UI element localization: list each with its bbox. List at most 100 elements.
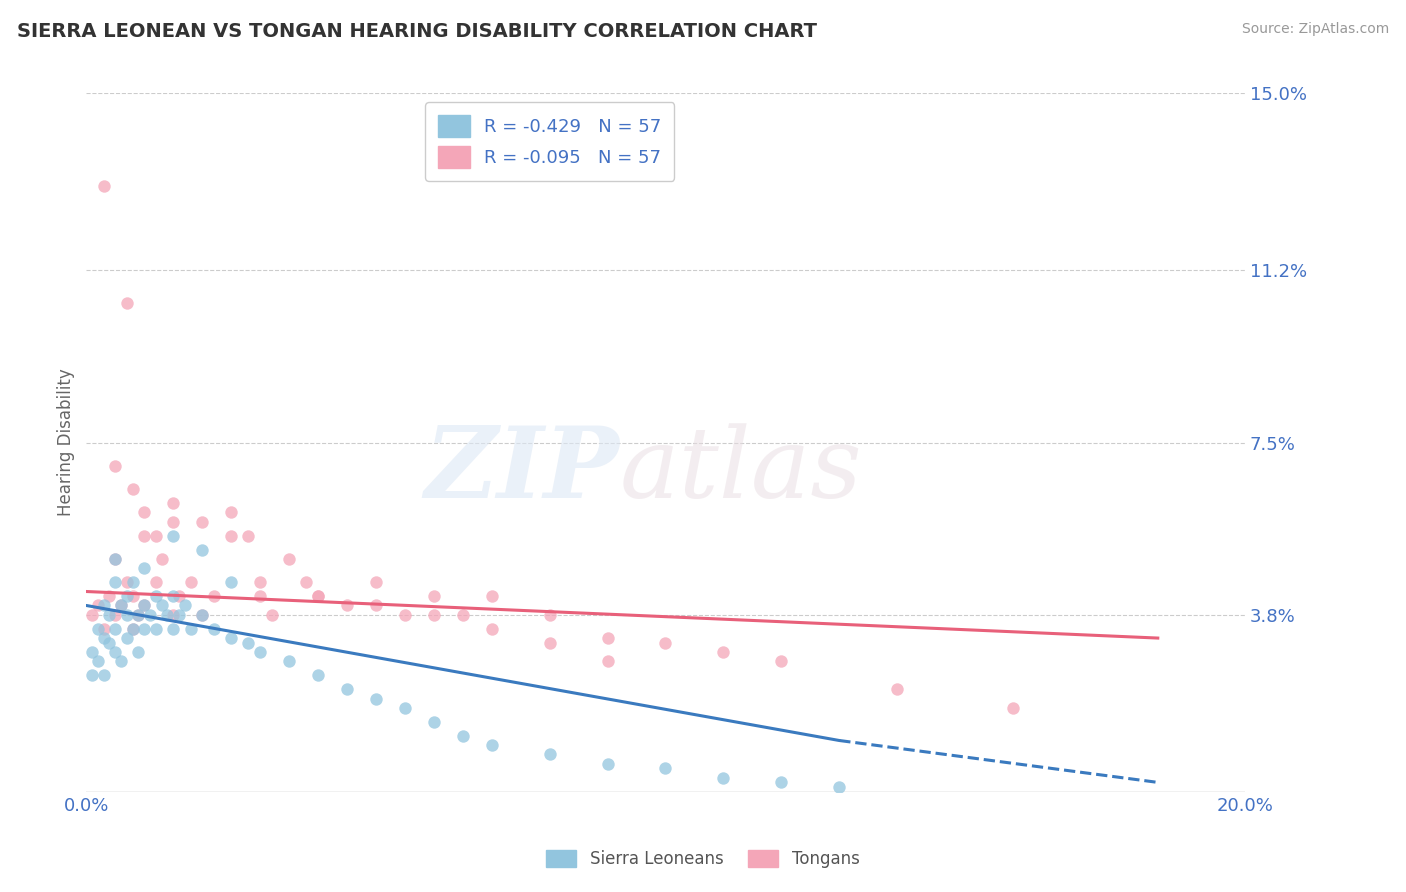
- Legend: Sierra Leoneans, Tongans: Sierra Leoneans, Tongans: [540, 843, 866, 875]
- Point: [150, 552, 173, 566]
- Point: [173, 599, 195, 613]
- Point: [260, 607, 283, 622]
- Point: [538, 636, 561, 650]
- Point: [87, 622, 110, 636]
- Point: [115, 575, 138, 590]
- Point: [307, 668, 329, 682]
- Y-axis label: Hearing Disability: Hearing Disability: [58, 368, 75, 516]
- Point: [145, 622, 167, 636]
- Point: [121, 622, 143, 636]
- Point: [336, 682, 359, 697]
- Point: [191, 515, 214, 529]
- Point: [127, 607, 149, 622]
- Point: [238, 636, 260, 650]
- Point: [115, 607, 138, 622]
- Point: [219, 631, 242, 645]
- Point: [104, 645, 127, 659]
- Point: [219, 528, 242, 542]
- Text: atlas: atlas: [619, 423, 862, 518]
- Point: [180, 622, 202, 636]
- Point: [307, 589, 329, 603]
- Point: [104, 607, 127, 622]
- Point: [481, 622, 503, 636]
- Point: [249, 575, 271, 590]
- Point: [451, 607, 474, 622]
- Point: [162, 622, 184, 636]
- Point: [249, 645, 271, 659]
- Point: [98, 636, 121, 650]
- Point: [278, 654, 301, 668]
- Point: [104, 552, 127, 566]
- Point: [93, 622, 115, 636]
- Point: [104, 458, 127, 473]
- Point: [238, 528, 260, 542]
- Point: [121, 575, 143, 590]
- Point: [115, 296, 138, 310]
- Point: [364, 599, 387, 613]
- Text: Source: ZipAtlas.com: Source: ZipAtlas.com: [1241, 22, 1389, 37]
- Point: [134, 505, 156, 519]
- Point: [278, 552, 301, 566]
- Point: [150, 599, 173, 613]
- Point: [98, 589, 121, 603]
- Point: [80, 645, 103, 659]
- Point: [481, 589, 503, 603]
- Point: [87, 599, 110, 613]
- Point: [202, 589, 225, 603]
- Point: [713, 771, 735, 785]
- Point: [162, 607, 184, 622]
- Point: [139, 607, 162, 622]
- Point: [145, 575, 167, 590]
- Point: [121, 589, 143, 603]
- Point: [110, 599, 132, 613]
- Point: [134, 561, 156, 575]
- Point: [134, 599, 156, 613]
- Point: [93, 599, 115, 613]
- Point: [596, 756, 619, 771]
- Legend: R = -0.429   N = 57, R = -0.095   N = 57: R = -0.429 N = 57, R = -0.095 N = 57: [425, 103, 675, 181]
- Point: [145, 589, 167, 603]
- Point: [121, 622, 143, 636]
- Point: [191, 542, 214, 557]
- Point: [423, 607, 446, 622]
- Point: [219, 505, 242, 519]
- Point: [156, 607, 179, 622]
- Point: [538, 607, 561, 622]
- Point: [162, 528, 184, 542]
- Point: [110, 654, 132, 668]
- Point: [202, 622, 225, 636]
- Point: [87, 654, 110, 668]
- Point: [886, 682, 908, 697]
- Point: [295, 575, 318, 590]
- Point: [134, 599, 156, 613]
- Point: [121, 482, 143, 496]
- Point: [394, 701, 416, 715]
- Point: [770, 775, 793, 789]
- Point: [145, 528, 167, 542]
- Point: [104, 575, 127, 590]
- Point: [80, 607, 103, 622]
- Point: [307, 589, 329, 603]
- Point: [180, 575, 202, 590]
- Point: [394, 607, 416, 622]
- Point: [80, 668, 103, 682]
- Point: [423, 589, 446, 603]
- Point: [451, 729, 474, 743]
- Point: [162, 589, 184, 603]
- Point: [162, 515, 184, 529]
- Point: [1001, 701, 1024, 715]
- Point: [191, 607, 214, 622]
- Point: [98, 607, 121, 622]
- Point: [364, 691, 387, 706]
- Point: [828, 780, 851, 794]
- Point: [713, 645, 735, 659]
- Point: [115, 631, 138, 645]
- Point: [127, 645, 149, 659]
- Point: [219, 575, 242, 590]
- Point: [93, 179, 115, 194]
- Point: [770, 654, 793, 668]
- Point: [167, 607, 190, 622]
- Point: [110, 599, 132, 613]
- Point: [127, 607, 149, 622]
- Point: [423, 714, 446, 729]
